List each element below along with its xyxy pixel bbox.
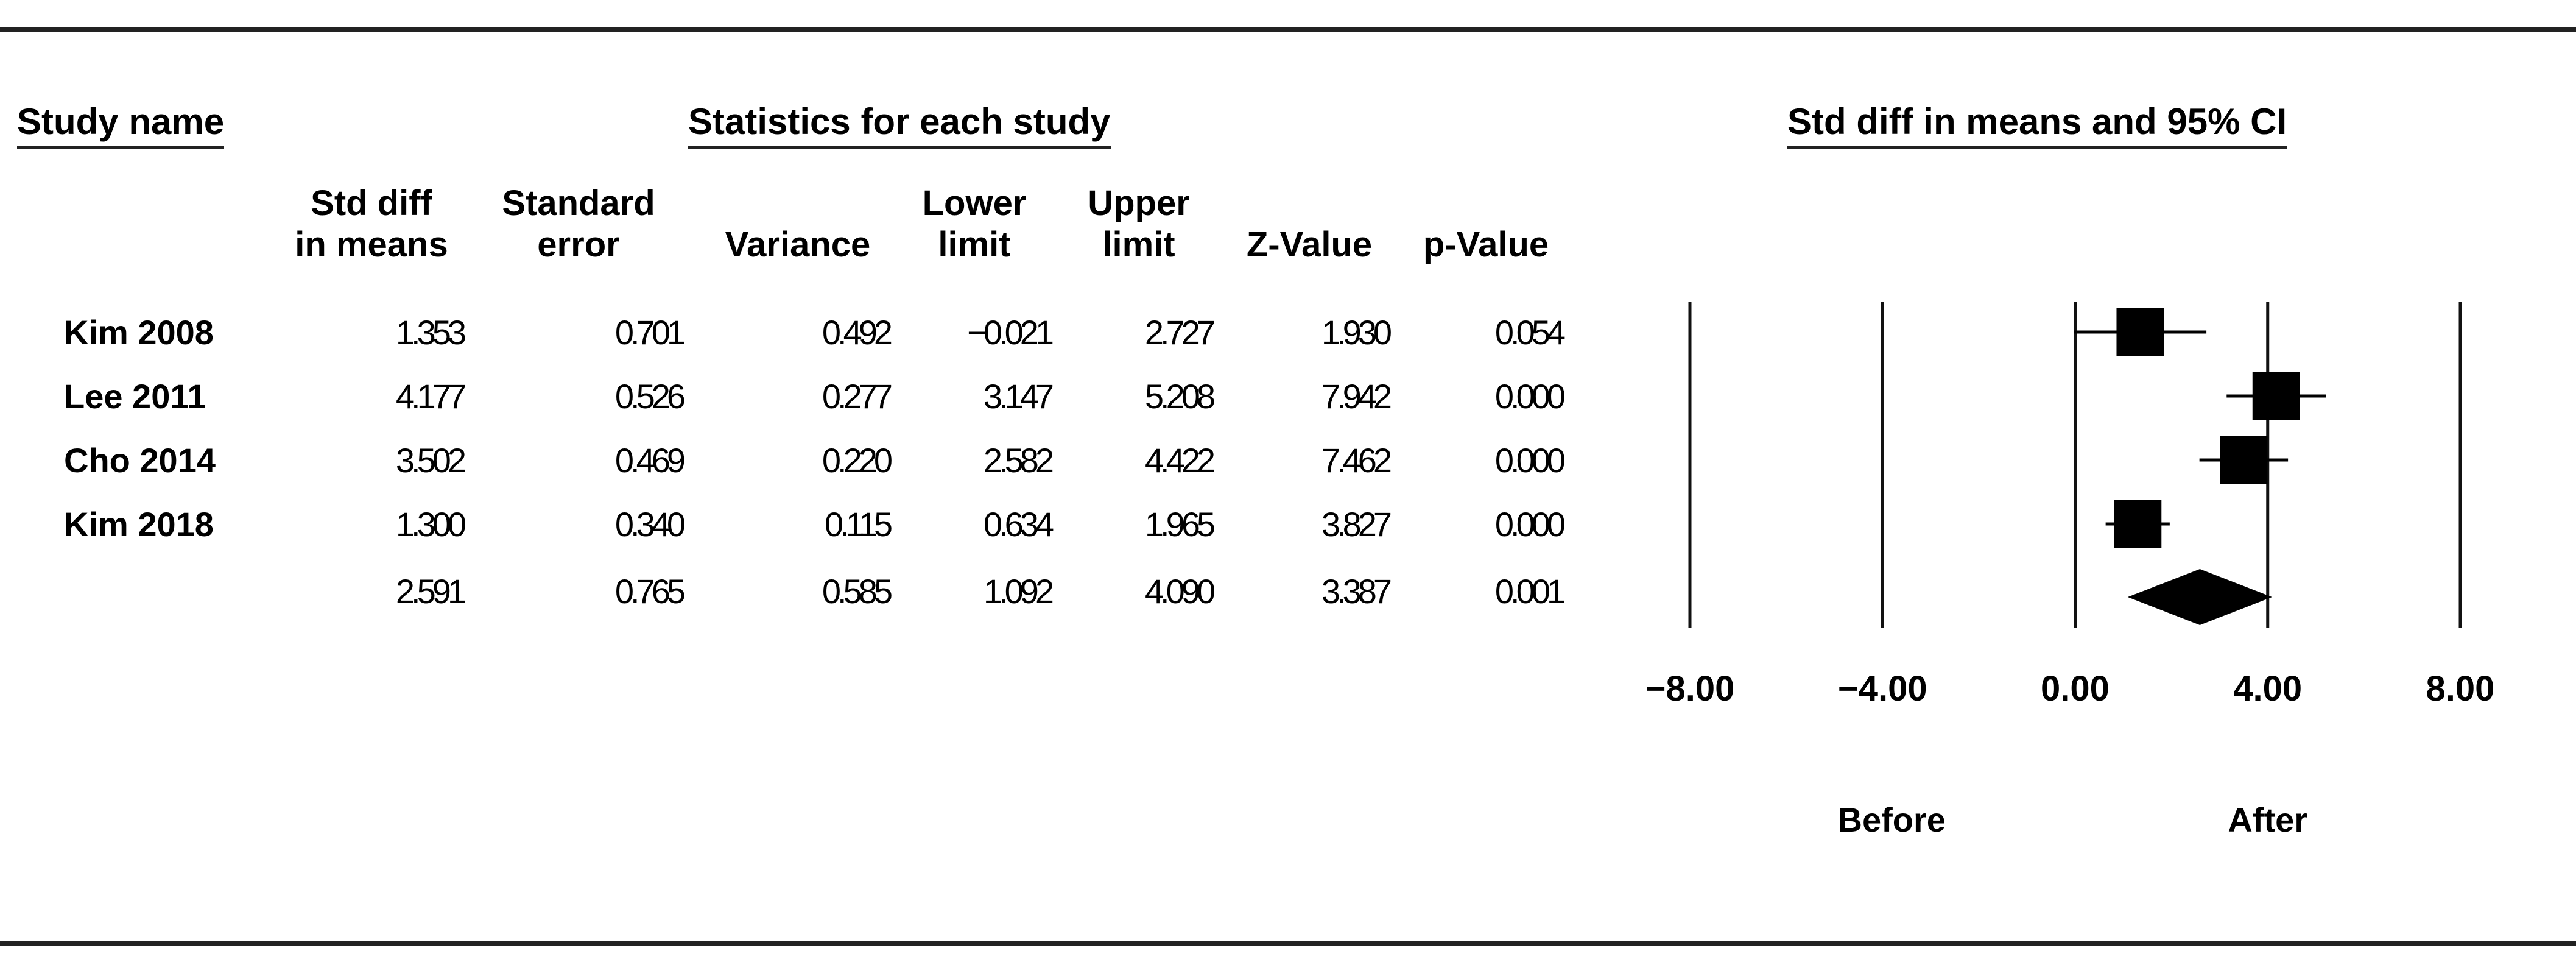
bottom-rule <box>0 941 2576 946</box>
study-name-header: Study name <box>17 104 225 149</box>
summary-diamond <box>2127 569 2272 625</box>
table-cell: 7.942 <box>1321 377 1392 416</box>
column-header-line2: limit <box>1102 225 1175 265</box>
table-cell: 2.582 <box>983 441 1054 479</box>
table-cell: 1.300 <box>395 505 466 543</box>
statistics-header: Statistics for each study <box>688 104 1111 149</box>
column-header-line2: Variance <box>725 225 871 265</box>
table-cell: 0.000 <box>1494 377 1566 416</box>
table-cell: 0.492 <box>822 313 893 352</box>
column-header-line1: Standard <box>502 183 655 223</box>
table-cell: 1.353 <box>395 313 466 352</box>
column-header: p-Value <box>1364 183 1608 266</box>
table-cell: 1.965 <box>1144 505 1216 543</box>
before-label: Before <box>1838 801 1946 839</box>
table-cell: 0.115 <box>825 505 893 543</box>
table-cell: 5.208 <box>1144 377 1216 416</box>
table-cell: 0.701 <box>614 313 686 352</box>
column-header-line2: p-Value <box>1423 225 1549 265</box>
table-cell: 1.930 <box>1321 313 1392 352</box>
tick-label: −8.00 <box>1645 669 1735 709</box>
table-cell: 0.220 <box>822 441 893 479</box>
table-cell: 7.462 <box>1321 441 1392 479</box>
table-cell: 0.277 <box>822 377 893 416</box>
column-header-line1: Upper <box>1088 183 1190 223</box>
column-header: Upper limit <box>1017 183 1261 266</box>
column-header-line2: in means <box>295 225 448 265</box>
table-cell: 0.634 <box>983 505 1054 543</box>
table-cell: 3.147 <box>983 377 1054 416</box>
column-header: Lower limit <box>853 183 1096 266</box>
tick-label: 8.00 <box>2426 669 2495 709</box>
column-header-line1: Lower <box>922 183 1027 223</box>
column-header: Z-Value <box>1188 183 1431 266</box>
table-cell: 0.469 <box>614 441 686 479</box>
table-cell: 3.502 <box>395 441 466 479</box>
column-header: Variance <box>676 183 920 266</box>
table-cell: 4.177 <box>395 377 466 416</box>
study-name: Kim 2008 <box>64 313 214 352</box>
table-cell: 3.387 <box>1321 572 1392 610</box>
table-cell: 0.001 <box>1494 572 1566 610</box>
study-name: Kim 2018 <box>64 505 214 543</box>
table-cell: 2.591 <box>395 572 466 610</box>
after-label: After <box>2228 801 2307 839</box>
tick-label: 4.00 <box>2233 669 2302 709</box>
forest-plot-header: Std diff in means and 95% CI <box>1787 104 2287 149</box>
study-name: Lee 2011 <box>64 377 206 416</box>
study-name: Cho 2014 <box>64 441 216 479</box>
effect-square <box>2220 436 2268 484</box>
effect-square <box>2252 372 2300 420</box>
table-cell: −0.021 <box>967 313 1054 352</box>
table-cell: 1.092 <box>983 572 1054 610</box>
table-cell: 0.000 <box>1494 505 1566 543</box>
tick-label: −4.00 <box>1838 669 1927 709</box>
table-cell: 0.526 <box>614 377 686 416</box>
column-header-line2: limit <box>938 225 1011 265</box>
table-cell: 0.000 <box>1494 441 1566 479</box>
table-cell: 2.727 <box>1144 313 1216 352</box>
top-rule <box>0 27 2576 32</box>
column-header-line2: Z-Value <box>1246 225 1373 265</box>
table-cell: 0.765 <box>614 572 686 610</box>
column-header-line2: error <box>537 225 620 265</box>
table-cell: 0.340 <box>614 505 686 543</box>
table-cell: 4.422 <box>1144 441 1216 479</box>
column-header-line1: Std diff <box>311 183 432 223</box>
effect-square <box>2116 308 2164 356</box>
table-cell: 0.054 <box>1494 313 1566 352</box>
table-cell: 0.585 <box>822 572 893 610</box>
tick-label: 0.00 <box>2041 669 2110 709</box>
effect-square <box>2114 500 2162 548</box>
column-header: Std diff in means <box>250 183 493 266</box>
table-cell: 3.827 <box>1321 505 1392 543</box>
table-cell: 4.090 <box>1144 572 1216 610</box>
column-header: Standard error <box>457 183 700 266</box>
